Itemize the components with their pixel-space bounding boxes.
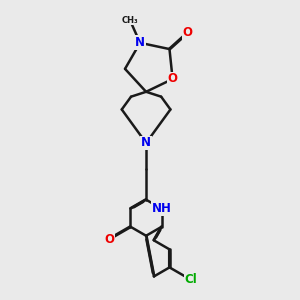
Text: Cl: Cl [184, 273, 197, 286]
Text: NH: NH [152, 202, 172, 215]
Text: N: N [141, 136, 151, 149]
Text: N: N [135, 36, 145, 49]
Text: O: O [104, 232, 114, 246]
Text: CH₃: CH₃ [122, 16, 138, 25]
Text: CH₃: CH₃ [121, 16, 139, 25]
Text: O: O [183, 26, 193, 39]
Text: O: O [168, 73, 178, 85]
